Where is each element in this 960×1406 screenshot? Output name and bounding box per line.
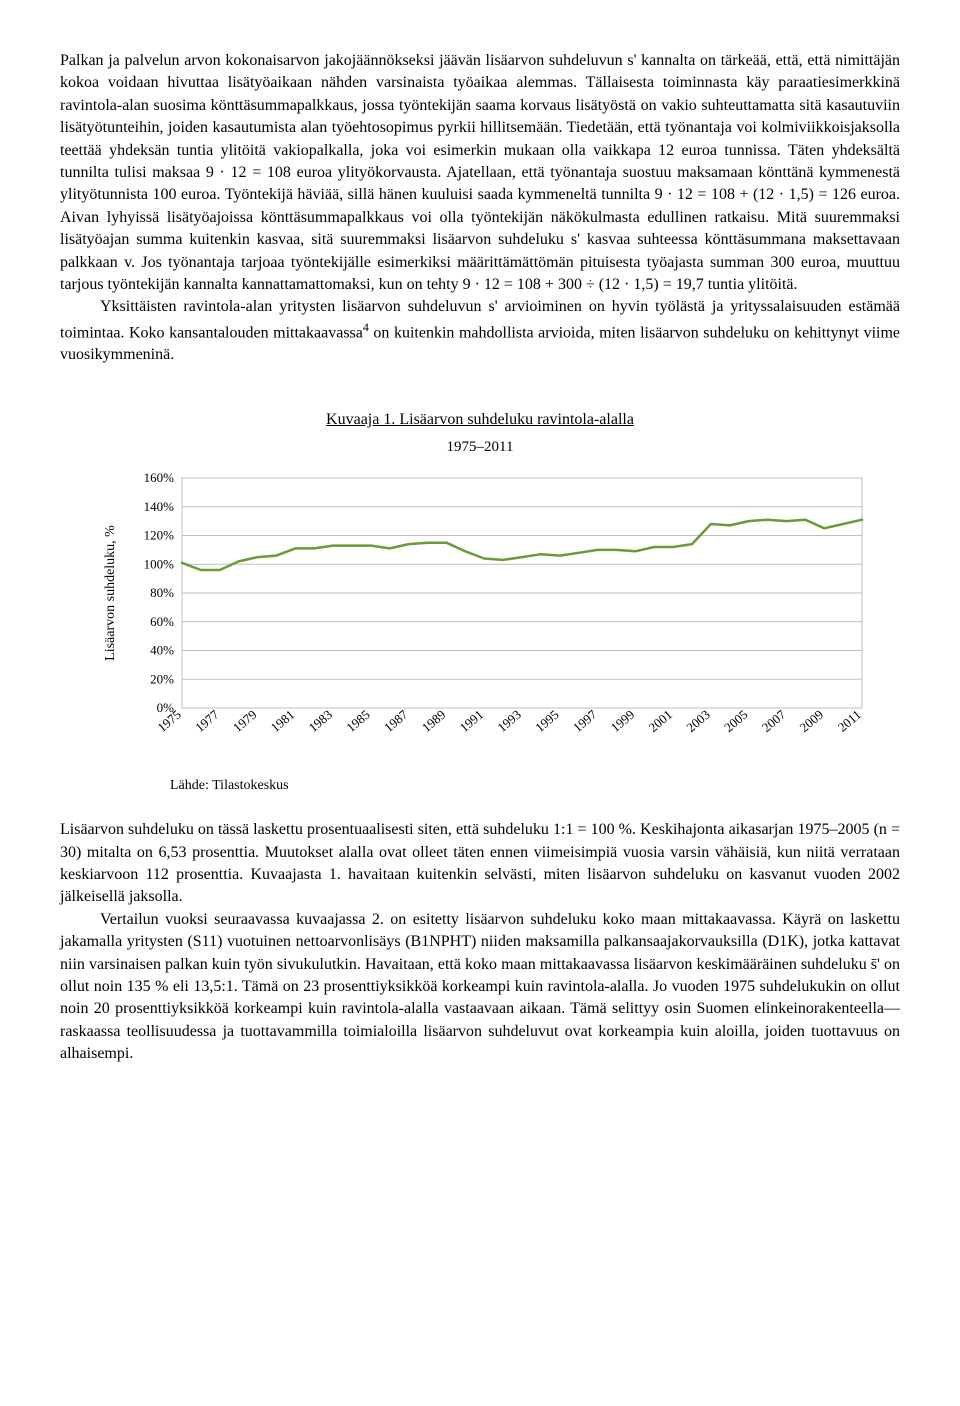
line-chart: 0%20%40%60%80%100%120%140%160%1975197719… [100, 472, 880, 758]
svg-text:1981: 1981 [268, 707, 298, 735]
svg-text:1997: 1997 [570, 707, 600, 736]
svg-text:160%: 160% [144, 472, 175, 485]
svg-text:2009: 2009 [797, 707, 827, 735]
svg-text:2011: 2011 [835, 707, 864, 735]
svg-text:2003: 2003 [683, 707, 713, 735]
svg-text:Lisäarvon suhdeluku, %: Lisäarvon suhdeluku, % [103, 525, 118, 661]
chart-container: 0%20%40%60%80%100%120%140%160%1975197719… [100, 472, 900, 765]
svg-text:1999: 1999 [608, 707, 638, 735]
body-paragraph-4: Vertailun vuoksi seuraavassa kuvaajassa … [60, 909, 900, 1066]
svg-text:100%: 100% [144, 556, 175, 571]
svg-text:120%: 120% [144, 528, 175, 543]
svg-text:140%: 140% [144, 499, 175, 514]
svg-text:1983: 1983 [305, 707, 335, 735]
svg-text:1993: 1993 [494, 707, 524, 735]
svg-text:1989: 1989 [419, 707, 449, 735]
svg-text:1977: 1977 [192, 707, 222, 736]
svg-text:2001: 2001 [645, 707, 675, 735]
svg-text:1991: 1991 [457, 707, 487, 735]
body-paragraph-1: Palkan ja palvelun arvon kokonaisarvon j… [60, 50, 900, 296]
body-paragraph-2: Yksittäisten ravintola-alan yritysten li… [60, 296, 900, 367]
chart-subtitle: 1975–2011 [60, 437, 900, 458]
svg-text:20%: 20% [150, 671, 174, 686]
chart-title: Kuvaaja 1. Lisäarvon suhdeluku ravintola… [60, 409, 900, 431]
svg-text:1987: 1987 [381, 707, 411, 736]
svg-text:2007: 2007 [759, 707, 789, 736]
svg-text:1979: 1979 [230, 707, 260, 735]
svg-text:80%: 80% [150, 585, 174, 600]
svg-text:2005: 2005 [721, 707, 751, 735]
body-paragraph-3: Lisäarvon suhdeluku on tässä laskettu pr… [60, 819, 900, 909]
svg-text:1985: 1985 [343, 707, 373, 735]
svg-text:1995: 1995 [532, 707, 562, 735]
svg-text:40%: 40% [150, 643, 174, 658]
svg-text:60%: 60% [150, 614, 174, 629]
chart-source: Lähde: Tilastokeskus [170, 776, 900, 796]
